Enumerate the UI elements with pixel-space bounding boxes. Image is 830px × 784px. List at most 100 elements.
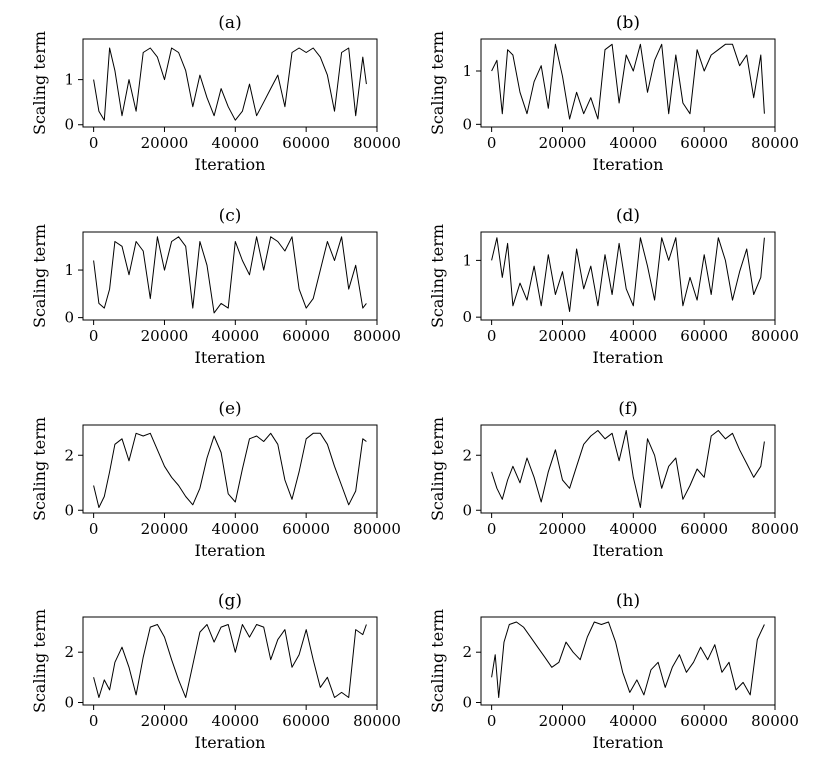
plot-frame [480, 616, 776, 706]
x-tick-label: 20000 [141, 520, 189, 538]
x-tick-label: 0 [89, 712, 99, 730]
x-axis-label: Iteration [593, 348, 664, 367]
x-tick-label: 60000 [680, 520, 728, 538]
y-axis-label: Scaling term [30, 417, 49, 521]
x-tick-label: 40000 [609, 327, 657, 345]
x-tick-label: 20000 [539, 712, 587, 730]
x-tick-label: 0 [487, 327, 497, 345]
y-axis-label: Scaling term [30, 609, 49, 713]
y-tick-label: 0 [64, 693, 74, 711]
y-tick-label: 0 [64, 309, 74, 327]
x-tick-label: 40000 [609, 712, 657, 730]
x-tick-label: 60000 [282, 327, 330, 345]
x-tick-label: 40000 [211, 712, 259, 730]
x-tick-label: 40000 [211, 520, 259, 538]
x-axis-label: Iteration [195, 348, 266, 367]
y-tick-label: 1 [64, 261, 74, 279]
panel-title: (d) [616, 206, 640, 226]
x-tick-label: 20000 [539, 520, 587, 538]
x-tick-label: 60000 [282, 520, 330, 538]
x-tick-label: 0 [487, 520, 497, 538]
panel-title: (a) [218, 13, 241, 33]
x-axis-label: Iteration [195, 733, 266, 752]
panel-title: (g) [218, 591, 242, 611]
panel-c: 0 20000 40000 60000 80000 0 1 (c) Iteration Scali… [30, 206, 401, 367]
y-tick-label: 0 [462, 693, 472, 711]
panel-a: 0 20000 40000 60000 80000 0 1 (a) Iteration Scali… [30, 13, 401, 174]
x-tick-label: 60000 [282, 712, 330, 730]
y-tick-label: 2 [462, 446, 472, 464]
x-tick-label: 60000 [282, 134, 330, 152]
panel-title: (c) [219, 206, 242, 226]
x-axis-label: Iteration [195, 155, 266, 174]
panel-title: (e) [218, 399, 241, 419]
y-axis-label: Scaling term [428, 609, 447, 713]
panel-d: 0 20000 40000 60000 80000 0 1 (d) Iteration Scali… [428, 206, 799, 367]
plot-frame [480, 231, 776, 321]
x-tick-label: 80000 [353, 712, 401, 730]
y-tick-label: 1 [462, 251, 472, 269]
x-tick-label: 20000 [141, 327, 189, 345]
panel-e: 0 20000 40000 60000 80000 0 2 (e) Iteration Scali… [30, 399, 401, 560]
x-tick-label: 20000 [141, 712, 189, 730]
x-tick-label: 80000 [751, 712, 799, 730]
x-tick-label: 40000 [211, 327, 259, 345]
series-line [93, 236, 367, 314]
series-line [93, 47, 367, 121]
x-tick-label: 80000 [353, 134, 401, 152]
y-tick-label: 0 [462, 115, 472, 133]
y-tick-label: 2 [462, 643, 472, 661]
plot-frame [480, 38, 776, 128]
x-axis-label: Iteration [593, 733, 664, 752]
panel-b: 0 20000 40000 60000 80000 0 1 (b) Iteration Scali… [428, 13, 799, 174]
series-line [491, 43, 765, 120]
panels-group: 0 20000 40000 60000 8000001(a)IterationScali… [30, 13, 799, 752]
y-tick-label: 2 [64, 643, 74, 661]
x-tick-label: 80000 [751, 327, 799, 345]
series-line [93, 624, 367, 698]
y-tick-label: 2 [64, 446, 74, 464]
y-axis-label: Scaling term [428, 31, 447, 135]
x-tick-label: 60000 [680, 712, 728, 730]
plot-frame [82, 424, 378, 514]
series-line [491, 621, 765, 698]
plot-frame [82, 38, 378, 128]
x-axis-label: Iteration [593, 541, 664, 560]
y-axis-label: Scaling term [428, 224, 447, 328]
panel-title: (b) [616, 13, 640, 33]
series-line [491, 430, 765, 508]
y-tick-label: 1 [64, 71, 74, 89]
x-tick-label: 20000 [539, 327, 587, 345]
x-tick-label: 20000 [539, 134, 587, 152]
plot-frame [82, 231, 378, 321]
x-axis-label: Iteration [195, 541, 266, 560]
y-axis-label: Scaling term [428, 417, 447, 521]
panel-title: (f) [618, 399, 638, 419]
panel-g: 0 20000 40000 60000 80000 0 2 (g) Iteration Scali… [30, 591, 401, 752]
y-axis-label: Scaling term [30, 31, 49, 135]
y-tick-label: 0 [462, 308, 472, 326]
y-axis-label: Scaling term [30, 224, 49, 328]
x-tick-label: 40000 [211, 134, 259, 152]
series-line [491, 237, 765, 312]
x-tick-label: 0 [487, 134, 497, 152]
x-tick-label: 80000 [751, 134, 799, 152]
x-tick-label: 0 [89, 327, 99, 345]
x-tick-label: 0 [487, 712, 497, 730]
y-tick-label: 0 [64, 116, 74, 134]
x-tick-label: 60000 [680, 134, 728, 152]
plot-frame [480, 424, 776, 514]
plot-frame [82, 616, 378, 706]
x-tick-label: 60000 [680, 327, 728, 345]
x-tick-label: 80000 [751, 520, 799, 538]
x-tick-label: 40000 [609, 520, 657, 538]
x-tick-label: 80000 [353, 520, 401, 538]
x-tick-label: 40000 [609, 134, 657, 152]
y-tick-label: 0 [462, 501, 472, 519]
panel-h: 0 20000 40000 60000 80000 0 2 (h) Iteration Scali… [428, 591, 799, 752]
x-tick-label: 80000 [353, 327, 401, 345]
series-line [93, 432, 367, 508]
x-tick-label: 20000 [141, 134, 189, 152]
